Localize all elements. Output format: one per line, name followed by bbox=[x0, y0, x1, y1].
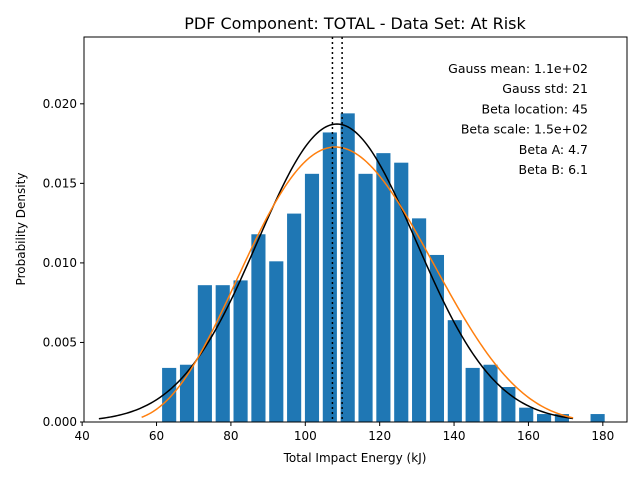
histogram-bar bbox=[233, 280, 248, 422]
annotation-text: Beta A: 4.7 bbox=[519, 142, 588, 157]
x-tick-label: 180 bbox=[591, 429, 614, 443]
histogram-bar bbox=[340, 113, 355, 423]
y-tick-label: 0.020 bbox=[43, 97, 77, 111]
histogram-bar bbox=[447, 320, 462, 422]
annotation-text: Gauss std: 21 bbox=[502, 81, 588, 96]
histogram-bar bbox=[465, 367, 480, 422]
annotation-text: Gauss mean: 1.1e+02 bbox=[448, 61, 588, 76]
histogram-bar bbox=[554, 414, 569, 422]
x-tick-label: 40 bbox=[74, 429, 89, 443]
histogram-bar bbox=[162, 367, 177, 422]
histogram-bar bbox=[251, 234, 266, 422]
y-tick-label: 0.015 bbox=[43, 176, 77, 190]
histogram-bar bbox=[304, 173, 320, 422]
histogram-bar bbox=[197, 285, 212, 422]
beta-fit-curve bbox=[141, 146, 574, 419]
histogram-bar bbox=[358, 173, 373, 422]
histogram-bar bbox=[376, 153, 391, 422]
chart-title: PDF Component: TOTAL - Data Set: At Risk bbox=[184, 14, 526, 33]
x-tick-label: 80 bbox=[223, 429, 238, 443]
axes-frame bbox=[83, 36, 628, 423]
histogram-bar bbox=[394, 162, 409, 422]
x-tick-label: 140 bbox=[443, 429, 466, 443]
histogram-bar bbox=[483, 364, 498, 422]
annotation-text: Beta location: 45 bbox=[482, 101, 589, 116]
gauss-fit-curve bbox=[98, 123, 574, 420]
x-tick-label: 160 bbox=[517, 429, 540, 443]
histogram-bar bbox=[179, 364, 195, 422]
histogram-bar bbox=[269, 261, 284, 422]
x-tick-label: 100 bbox=[294, 429, 317, 443]
histogram-bar bbox=[412, 218, 427, 422]
y-axis-label: Probability Density bbox=[14, 173, 28, 286]
x-tick-label: 120 bbox=[368, 429, 391, 443]
histogram-bar bbox=[537, 414, 552, 422]
annotation-text: Beta scale: 1.5e+02 bbox=[461, 122, 588, 137]
histogram-bar bbox=[519, 407, 534, 422]
histogram-bar bbox=[590, 414, 605, 422]
y-tick-label: 0.005 bbox=[43, 335, 77, 349]
y-tick-label: 0.010 bbox=[43, 256, 77, 270]
x-axis-label: Total Impact Energy (kJ) bbox=[283, 451, 427, 465]
histogram-bar bbox=[287, 213, 302, 422]
plot-area bbox=[98, 37, 605, 423]
annotation-box: Gauss mean: 1.1e+02 Gauss std: 21 Beta loc… bbox=[448, 61, 588, 177]
x-tick-label: 60 bbox=[149, 429, 164, 443]
histogram-bar bbox=[501, 387, 516, 422]
axes: 40 60 80 100 120 140 160 180 0.000 0.005 0.010 0.01… bbox=[43, 97, 615, 443]
annotation-text: Beta B: 6.1 bbox=[519, 162, 588, 177]
y-tick-label: 0.000 bbox=[43, 415, 77, 429]
histogram-bar bbox=[215, 285, 230, 422]
histogram-bar bbox=[322, 132, 337, 422]
